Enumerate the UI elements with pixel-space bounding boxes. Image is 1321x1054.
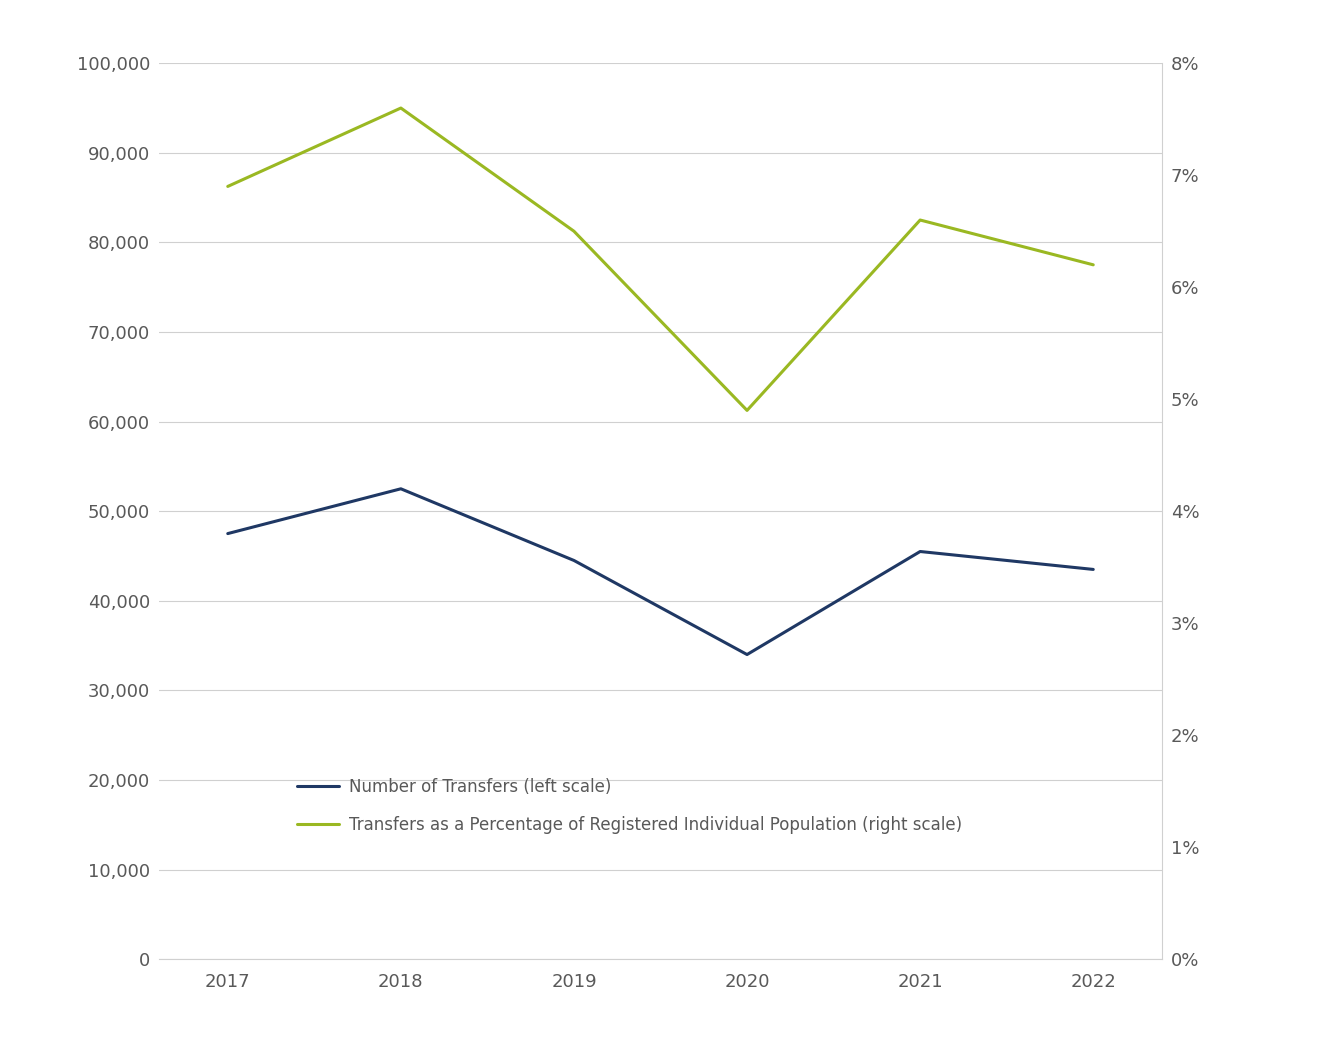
Legend: Number of Transfers (left scale), Transfers as a Percentage of Registered Indivi: Number of Transfers (left scale), Transf… [297,778,962,835]
